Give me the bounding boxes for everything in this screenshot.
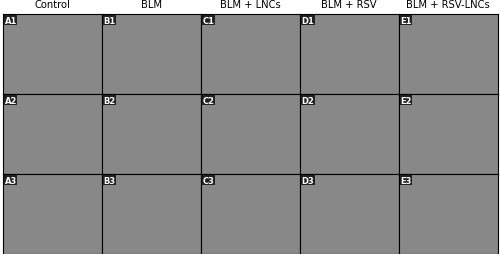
Text: C1: C1 — [202, 17, 214, 26]
Text: B1: B1 — [104, 17, 116, 26]
Text: BLM + RSV-LNCs: BLM + RSV-LNCs — [406, 0, 490, 10]
Text: C3: C3 — [202, 176, 214, 185]
Text: E1: E1 — [400, 17, 412, 26]
Text: A2: A2 — [4, 97, 17, 105]
Text: D1: D1 — [302, 17, 314, 26]
Text: A3: A3 — [4, 176, 16, 185]
Text: C2: C2 — [202, 97, 214, 105]
Text: BLM + LNCs: BLM + LNCs — [220, 0, 280, 10]
Text: D3: D3 — [302, 176, 314, 185]
Text: Control: Control — [34, 0, 70, 10]
Text: E2: E2 — [400, 97, 412, 105]
Text: A1: A1 — [4, 17, 17, 26]
Text: B2: B2 — [104, 97, 116, 105]
Text: BLM + RSV: BLM + RSV — [321, 0, 377, 10]
Text: D2: D2 — [302, 97, 314, 105]
Text: E3: E3 — [400, 176, 412, 185]
Text: B3: B3 — [104, 176, 116, 185]
Text: BLM: BLM — [140, 0, 162, 10]
